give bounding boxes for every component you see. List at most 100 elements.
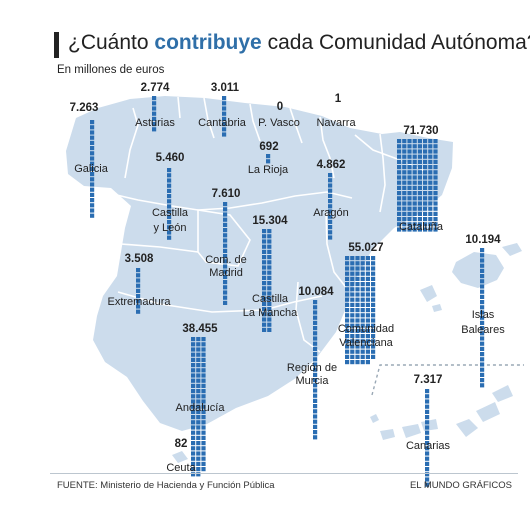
galicia-waffle-square bbox=[90, 151, 95, 156]
castilla-leon-name-label: y León bbox=[153, 222, 186, 234]
cataluna-waffle-square bbox=[407, 149, 412, 154]
cataluna-waffle-square bbox=[417, 227, 422, 232]
canarias-waffle-square bbox=[425, 425, 430, 430]
cataluna-waffle-square bbox=[407, 170, 412, 175]
canarias-island-3 bbox=[421, 419, 438, 431]
islas-baleares-waffle-square bbox=[480, 326, 485, 331]
galicia-waffle-square bbox=[90, 161, 95, 166]
cantabria-waffle-square bbox=[222, 127, 227, 132]
castilla-la-mancha-waffle-bar bbox=[262, 229, 272, 332]
comunidad-valenciana-waffle-square bbox=[350, 271, 355, 276]
andalucia-waffle-square bbox=[196, 409, 201, 414]
cataluna-waffle-square bbox=[417, 144, 422, 149]
cataluna-waffle-square bbox=[433, 175, 438, 180]
cataluna-waffle-square bbox=[402, 139, 407, 144]
cataluna-waffle-square bbox=[412, 165, 417, 170]
andalucia-waffle-square bbox=[201, 409, 206, 414]
formentera-shape bbox=[432, 304, 442, 312]
comunidad-valenciana-waffle-square bbox=[360, 276, 365, 281]
comunidad-valenciana-waffle-square bbox=[371, 323, 376, 328]
castilla-la-mancha-waffle-square bbox=[267, 327, 272, 332]
title-prefix: ¿Cuánto bbox=[68, 31, 155, 54]
cataluna-waffle-square bbox=[423, 159, 428, 164]
andalucia-waffle-square bbox=[196, 347, 201, 352]
cataluna-waffle-square bbox=[423, 149, 428, 154]
region-castilla-la-mancha: 15.304 Castilla La Mancha bbox=[243, 215, 298, 319]
murcia-waffle-square bbox=[313, 320, 318, 325]
cataluna-waffle-square bbox=[397, 149, 402, 154]
islas-baleares-waffle-square bbox=[480, 341, 485, 346]
aragon-waffle-square bbox=[328, 178, 333, 183]
cataluna-waffle-square bbox=[407, 185, 412, 190]
comunidad-valenciana-waffle-square bbox=[365, 292, 370, 297]
andalucia-waffle-square bbox=[201, 420, 206, 425]
extremadura-waffle-square bbox=[136, 273, 141, 278]
comunidad-valenciana-waffle-square bbox=[355, 297, 360, 302]
murcia-waffle-square bbox=[313, 404, 318, 409]
comunidad-valenciana-waffle-square bbox=[360, 297, 365, 302]
comunidad-valenciana-waffle-square bbox=[350, 344, 355, 349]
comunidad-valenciana-waffle-square bbox=[345, 308, 350, 313]
islas-baleares-waffle-square bbox=[480, 258, 485, 263]
comunidad-valenciana-waffle-square bbox=[355, 323, 360, 328]
aragon-waffle-square bbox=[328, 214, 333, 219]
cataluna-waffle-square bbox=[423, 185, 428, 190]
cataluna-waffle-square bbox=[433, 165, 438, 170]
comunidad-valenciana-waffle-square bbox=[365, 261, 370, 266]
castilla-la-mancha-waffle-square bbox=[267, 317, 272, 322]
cataluna-value-label: 71.730 bbox=[403, 125, 438, 137]
comunidad-valenciana-waffle-square bbox=[350, 328, 355, 333]
comunidad-valenciana-waffle-square bbox=[355, 282, 360, 287]
cataluna-waffle-square bbox=[417, 206, 422, 211]
comunidad-valenciana-waffle-square bbox=[345, 287, 350, 292]
extremadura-waffle-square bbox=[136, 294, 141, 299]
castilla-la-mancha-waffle-square bbox=[267, 281, 272, 286]
comunidad-valenciana-waffle-square bbox=[355, 349, 360, 354]
comunidad-valenciana-waffle-square bbox=[345, 360, 350, 365]
castilla-la-mancha-waffle-square bbox=[267, 286, 272, 291]
canarias-island-2 bbox=[402, 424, 421, 438]
canarias-waffle-square bbox=[425, 430, 430, 435]
extremadura-waffle-square bbox=[136, 299, 141, 304]
aragon-waffle-square bbox=[328, 199, 333, 204]
cantabria-value-label: 3.011 bbox=[211, 82, 240, 94]
comunidad-valenciana-waffle-square bbox=[360, 271, 365, 276]
region-cantabria: 3.011 Cantabria bbox=[198, 82, 247, 129]
comunidad-valenciana-waffle-square bbox=[360, 261, 365, 266]
extremadura-waffle-square bbox=[136, 283, 141, 288]
madrid-name-label: Com. de bbox=[205, 254, 247, 266]
murcia-waffle-square bbox=[313, 336, 318, 341]
islas-baleares-waffle-square bbox=[480, 336, 485, 341]
comunidad-valenciana-waffle-square bbox=[355, 308, 360, 313]
andalucia-waffle-square bbox=[201, 342, 206, 347]
castilla-leon-waffle-square bbox=[167, 214, 172, 219]
comunidad-valenciana-waffle-square bbox=[365, 302, 370, 307]
andalucia-waffle-square bbox=[196, 404, 201, 409]
region-islas-baleares: 10.194 Islas Baleares bbox=[461, 234, 505, 336]
castilla-la-mancha-waffle-square bbox=[267, 307, 272, 312]
comunidad-valenciana-waffle-square bbox=[350, 287, 355, 292]
comunidad-valenciana-waffle-square bbox=[371, 271, 376, 276]
comunidad-valenciana-waffle-square bbox=[345, 276, 350, 281]
madrid-waffle-square bbox=[223, 243, 228, 248]
comunidad-valenciana-waffle-square bbox=[345, 271, 350, 276]
cataluna-waffle-square bbox=[407, 175, 412, 180]
cataluna-waffle-square bbox=[417, 170, 422, 175]
galicia-waffle-square bbox=[90, 120, 95, 125]
andalucia-waffle-square bbox=[191, 435, 196, 440]
galicia-waffle-square bbox=[90, 213, 95, 218]
comunidad-valenciana-waffle-square bbox=[355, 344, 360, 349]
madrid-value-label: 7.610 bbox=[212, 188, 241, 200]
andalucia-waffle-square bbox=[201, 383, 206, 388]
cataluna-waffle-square bbox=[428, 170, 433, 175]
asturias-waffle-square bbox=[152, 106, 157, 111]
aragon-waffle-square bbox=[328, 204, 333, 209]
cataluna-waffle-square bbox=[407, 159, 412, 164]
cataluna-waffle-square bbox=[433, 139, 438, 144]
andalucia-waffle-square bbox=[191, 378, 196, 383]
comunidad-valenciana-waffle-square bbox=[365, 344, 370, 349]
andalucia-waffle-square bbox=[191, 357, 196, 362]
islas-baleares-waffle-square bbox=[480, 300, 485, 305]
comunidad-valenciana-waffle-square bbox=[345, 323, 350, 328]
canarias-waffle-square bbox=[425, 435, 430, 440]
